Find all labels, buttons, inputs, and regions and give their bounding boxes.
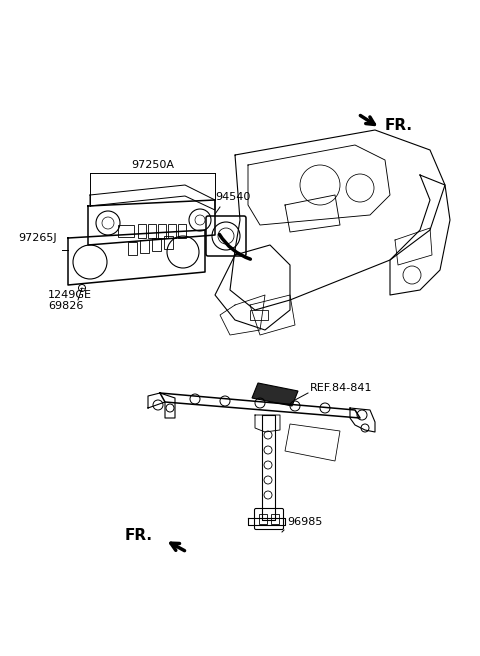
Bar: [271, 514, 279, 524]
Text: REF.84-841: REF.84-841: [310, 383, 372, 393]
Text: FR.: FR.: [385, 119, 413, 134]
Bar: [168, 224, 176, 238]
Text: 96985: 96985: [287, 517, 323, 527]
Text: 69826: 69826: [48, 301, 84, 311]
Bar: [259, 514, 267, 524]
Polygon shape: [252, 383, 298, 406]
Bar: [138, 224, 146, 238]
Text: 1249GE: 1249GE: [48, 290, 92, 300]
Text: 97250A: 97250A: [131, 160, 174, 170]
Bar: [118, 225, 134, 237]
Bar: [148, 224, 156, 238]
Bar: [158, 224, 166, 238]
Bar: [140, 240, 149, 253]
Text: 94540: 94540: [215, 192, 251, 202]
Bar: [128, 242, 137, 255]
Text: 97265J: 97265J: [18, 233, 57, 243]
Text: FR.: FR.: [125, 527, 153, 543]
Bar: [152, 238, 161, 251]
Bar: [250, 310, 268, 320]
Bar: [164, 236, 173, 249]
Bar: [178, 224, 186, 238]
